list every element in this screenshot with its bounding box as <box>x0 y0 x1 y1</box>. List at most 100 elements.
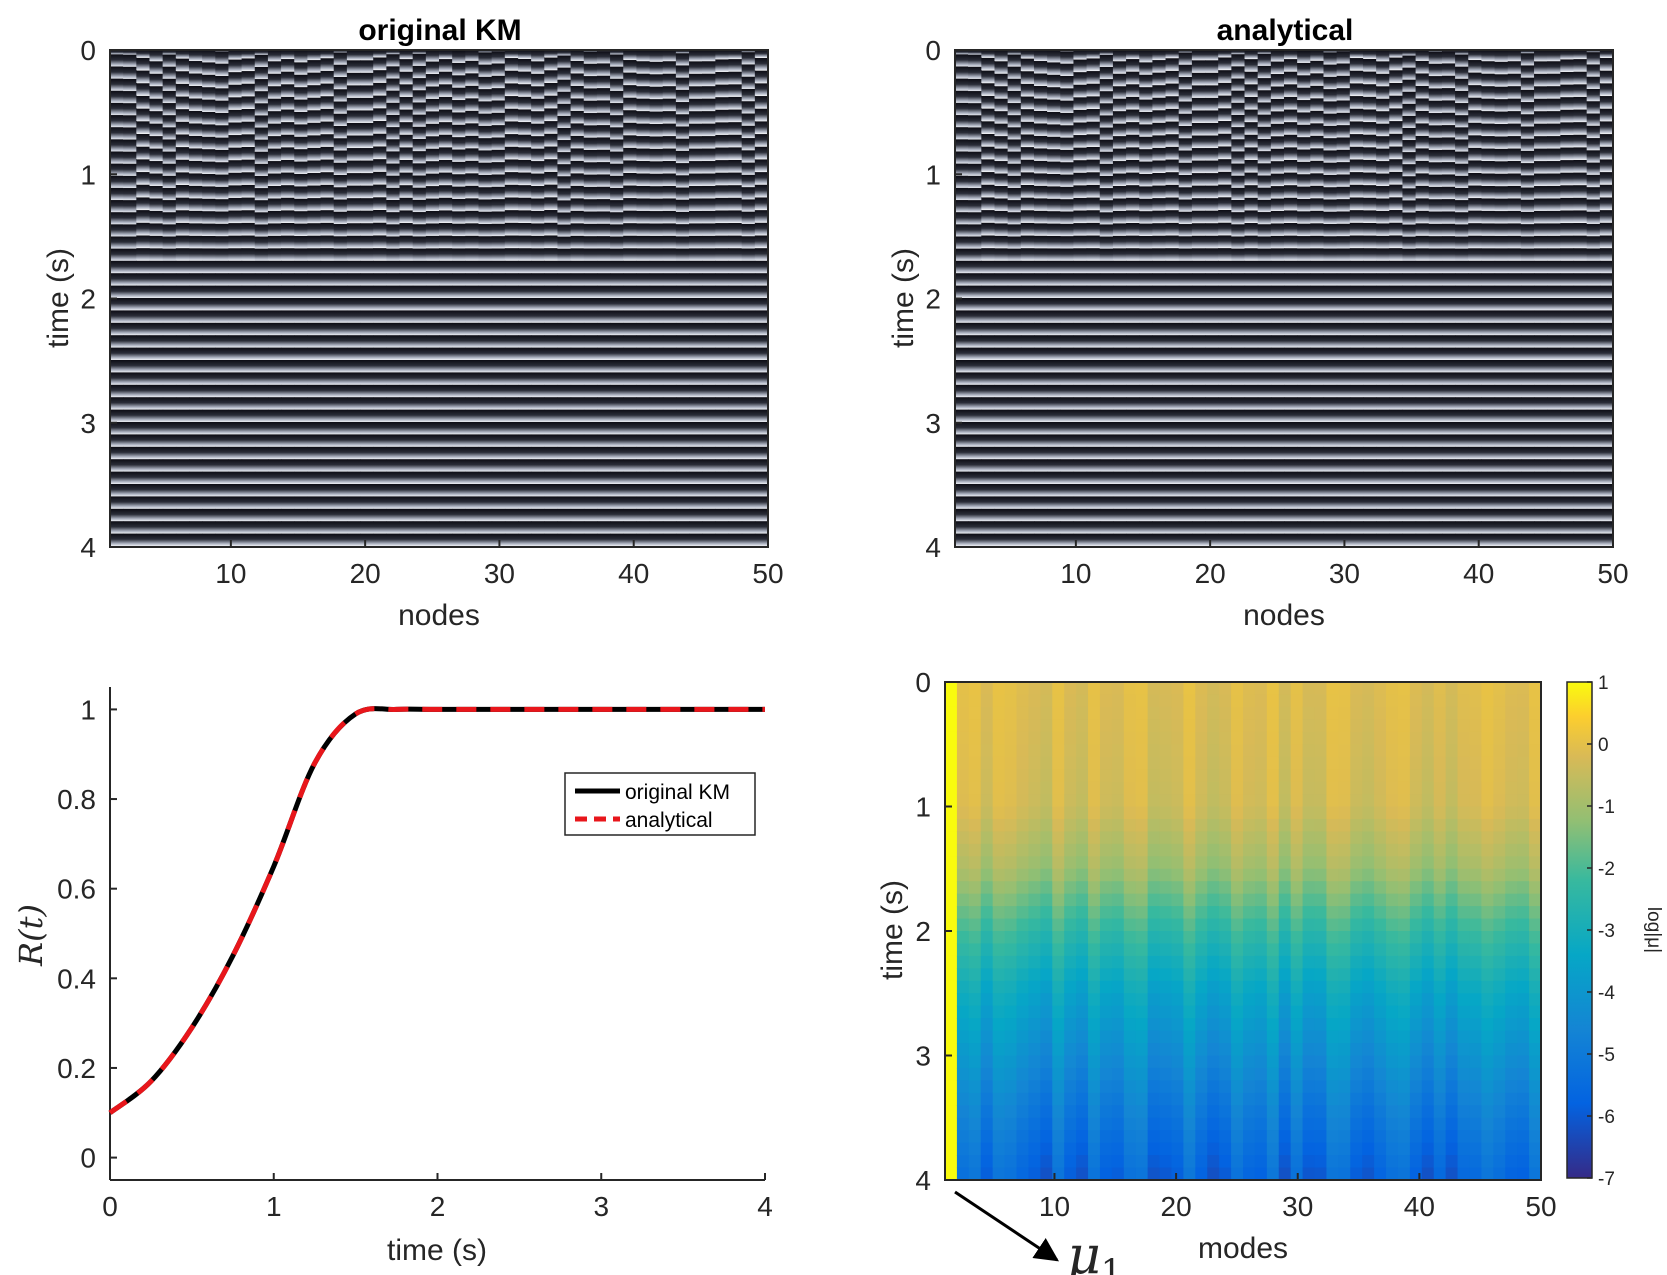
heat-cell <box>1076 931 1089 945</box>
stripe-cell <box>715 459 730 472</box>
stripe-cell <box>1205 422 1219 435</box>
stripe-cell <box>1402 397 1417 410</box>
stripe-cell <box>1257 175 1272 188</box>
stripe-cell <box>544 360 559 373</box>
stripe-cell <box>583 174 598 187</box>
stripe-cell <box>1218 273 1232 286</box>
stripe-cell <box>994 148 1009 161</box>
stripe-cell <box>517 260 532 274</box>
stripe-cell <box>1481 459 1496 472</box>
heat-cell <box>992 818 1006 832</box>
stripe-cell <box>373 347 387 360</box>
stripe-cell <box>1218 310 1232 323</box>
heat-cell <box>1159 1155 1173 1169</box>
stripe-cell <box>1126 235 1140 249</box>
stripe-cell <box>1428 310 1443 323</box>
stripe-cell <box>1599 121 1614 134</box>
stripe-cell <box>162 397 177 410</box>
stripe-cell <box>1020 50 1035 59</box>
heat-cell <box>956 1092 970 1106</box>
stripe-cell <box>1139 496 1153 509</box>
stripe-cell <box>386 78 401 91</box>
stripe-cell <box>715 84 730 97</box>
stripe-cell <box>994 185 1009 199</box>
stripe-cell <box>1112 335 1127 348</box>
stripe-cell <box>346 335 361 348</box>
stripe-cell <box>531 186 545 199</box>
stripe-cell <box>425 484 440 497</box>
stripe-cell <box>1455 200 1469 213</box>
stripe-cell <box>1060 248 1075 261</box>
stripe-cell <box>557 103 572 117</box>
x-tick-label: 3 <box>593 1191 609 1222</box>
stripe-cell <box>1507 148 1522 161</box>
stripe-cell <box>1402 236 1417 250</box>
heat-cell <box>1028 931 1041 945</box>
stripe-cell <box>1297 87 1311 101</box>
stripe-cell <box>649 86 664 100</box>
stripe-cell <box>504 235 519 248</box>
stripe-cell <box>557 200 572 213</box>
stripe-cell <box>741 347 756 360</box>
heat-cell <box>1004 769 1018 783</box>
stripe-cell <box>1389 521 1404 534</box>
stripe-cell <box>1205 60 1219 73</box>
stripe-cell <box>570 397 585 410</box>
heat-cell <box>968 1005 982 1019</box>
heat-cell <box>1052 843 1065 857</box>
stripe-cell <box>596 112 611 126</box>
stripe-cell <box>1520 211 1535 225</box>
stripe-cell <box>228 122 243 135</box>
stripe-cell <box>1231 372 1246 385</box>
stripe-cell <box>610 248 624 262</box>
heat-cell <box>1099 731 1113 745</box>
stripe-cell <box>1112 409 1127 422</box>
stripe-cell <box>386 66 401 79</box>
stripe-cell <box>702 335 716 348</box>
heat-cell <box>1028 756 1041 770</box>
stripe-cell <box>1007 521 1022 534</box>
heat-cell <box>945 694 958 708</box>
stripe-cell <box>162 139 177 152</box>
stripe-cell <box>254 139 269 153</box>
stripe-cell <box>955 446 969 460</box>
stripe-cell <box>531 372 545 385</box>
stripe-cell <box>728 521 743 534</box>
stripe-cell <box>1244 322 1259 336</box>
stripe-cell <box>1323 52 1338 65</box>
heat-cell <box>1052 868 1065 882</box>
stripe-cell <box>570 310 585 323</box>
stripe-cell <box>636 123 651 136</box>
stripe-cell <box>1073 496 1088 509</box>
heat-cell <box>1064 906 1077 920</box>
stripe-cell <box>1534 484 1548 497</box>
heat-cell <box>1028 906 1041 920</box>
stripe-cell <box>1494 496 1509 509</box>
stripe-cell <box>478 101 493 114</box>
stripe-cell <box>636 248 651 261</box>
heat-cell <box>968 1167 982 1181</box>
heat-cell <box>1052 980 1065 994</box>
stripe-cell <box>162 310 177 323</box>
stripe-cell <box>1520 163 1535 176</box>
stripe-cell <box>955 260 969 274</box>
stripe-cell <box>333 260 348 274</box>
stripe-cell <box>110 471 124 484</box>
stripe-cell <box>1086 159 1101 173</box>
stripe-cell <box>715 50 730 60</box>
stripe-cell <box>188 397 203 410</box>
stripe-cell <box>1165 248 1180 261</box>
heat-cell <box>1076 1167 1089 1181</box>
stripe-cell <box>1060 521 1075 534</box>
stripe-cell <box>728 134 743 148</box>
heat-cell <box>1135 794 1149 808</box>
stripe-cell <box>1086 459 1101 472</box>
stripe-cell <box>1191 335 1206 348</box>
stripe-cell <box>1020 508 1035 522</box>
stripe-cell <box>754 285 769 298</box>
heat-cell <box>1099 1067 1113 1081</box>
stripe-cell <box>1060 310 1075 323</box>
stripe-cell <box>1455 78 1469 92</box>
stripe-cell <box>1126 446 1140 460</box>
stripe-cell <box>162 347 177 360</box>
